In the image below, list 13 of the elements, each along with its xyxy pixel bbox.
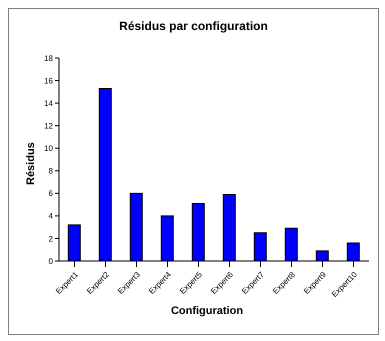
y-tick-label: 16 xyxy=(44,76,54,86)
chart-title: Résidus par configuration xyxy=(118,19,269,33)
y-tick-label: 14 xyxy=(44,98,54,108)
y-tick-label: 2 xyxy=(48,234,54,244)
y-tick-label: 8 xyxy=(48,166,54,176)
y-tick-label: 12 xyxy=(44,122,54,131)
y-tick-label: 6 xyxy=(48,189,54,198)
y-tick-label: 18 xyxy=(44,54,54,63)
x-axis-title: Configuration xyxy=(170,305,244,317)
y-axis-title: Résidus xyxy=(25,142,37,185)
y-tick-label: 10 xyxy=(44,144,54,154)
y-tick-label: 0 xyxy=(48,256,54,266)
y-tick-label: 4 xyxy=(48,212,54,221)
